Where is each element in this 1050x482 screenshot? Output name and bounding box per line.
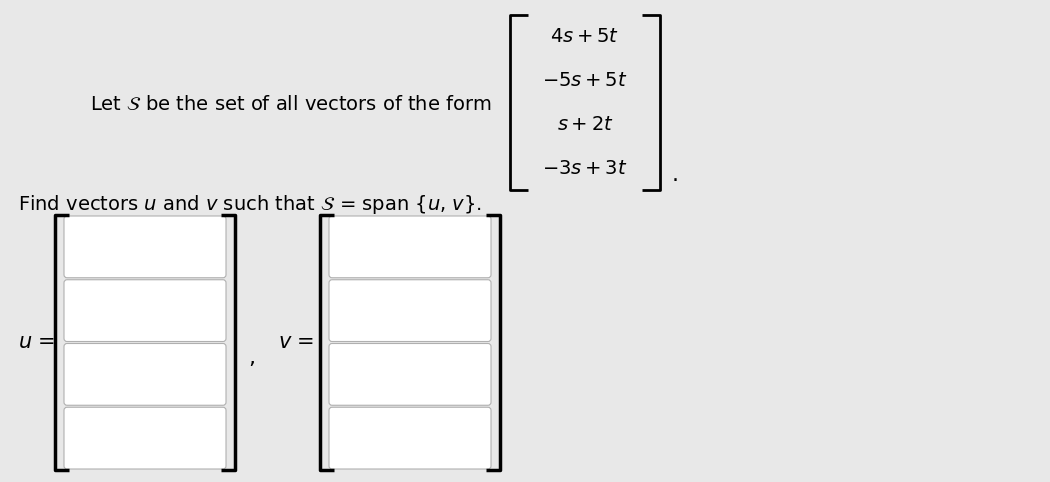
Text: $4s + 5t$: $4s + 5t$ [550,27,620,46]
FancyBboxPatch shape [64,280,226,342]
FancyBboxPatch shape [64,216,226,278]
FancyBboxPatch shape [329,407,491,469]
FancyBboxPatch shape [64,344,226,405]
FancyBboxPatch shape [329,280,491,342]
Text: .: . [672,165,679,185]
Text: $u$ =: $u$ = [18,333,56,352]
FancyBboxPatch shape [329,344,491,405]
Text: $-3s + 3t$: $-3s + 3t$ [542,159,628,178]
FancyBboxPatch shape [329,216,491,278]
Text: Find vectors $u$ and $v$ such that $\mathcal{S}$ = span {$u$, $v$}.: Find vectors $u$ and $v$ such that $\mat… [18,193,482,216]
Text: Let $\mathcal{S}$ be the set of all vectors of the form: Let $\mathcal{S}$ be the set of all vect… [90,95,491,115]
Text: $-5s + 5t$: $-5s + 5t$ [542,71,628,90]
Text: $v$ =: $v$ = [278,333,314,352]
Text: $s + 2t$: $s + 2t$ [556,115,613,134]
Text: ,: , [248,348,255,367]
FancyBboxPatch shape [64,407,226,469]
